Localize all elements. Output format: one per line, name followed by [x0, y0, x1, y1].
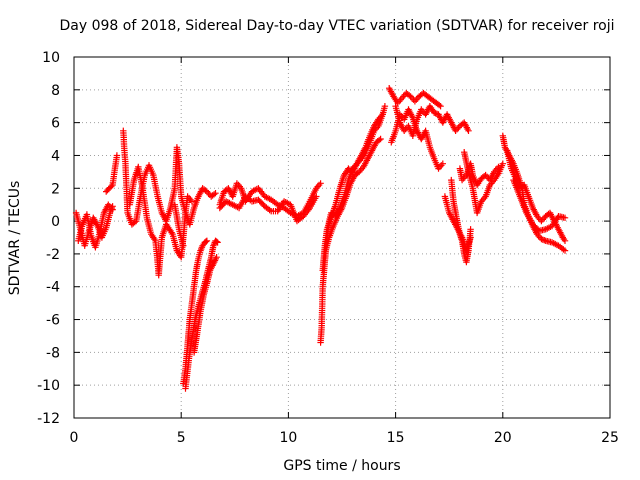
axis-ticks	[73, 56, 611, 419]
data-point	[213, 238, 220, 245]
y-tick-label: -6	[46, 313, 60, 329]
data-point	[214, 239, 221, 246]
data-point	[188, 198, 196, 205]
data-point	[436, 101, 443, 109]
data-point	[203, 237, 211, 244]
data-point	[439, 160, 446, 167]
data-point	[437, 103, 444, 110]
x-tick-label: 15	[387, 430, 405, 446]
plot-frame	[73, 56, 611, 419]
y-tick-label: -10	[37, 378, 60, 394]
y-tick-label: 0	[51, 214, 60, 230]
x-tick-label: 5	[177, 430, 186, 446]
data-point	[113, 152, 121, 159]
x-tick-label: 10	[279, 430, 297, 446]
data-point	[108, 183, 115, 190]
data-point	[202, 238, 210, 245]
data-point	[313, 193, 320, 200]
data-point	[354, 169, 361, 177]
data-point	[109, 206, 116, 213]
data-point	[210, 191, 218, 198]
data-point	[379, 111, 386, 118]
y-tick-label: -4	[46, 280, 60, 296]
x-tick-label: 20	[494, 430, 512, 446]
data-point	[381, 103, 389, 110]
x-tick-label: 25	[601, 430, 619, 446]
data-point	[499, 160, 506, 167]
y-tick-label: 2	[51, 181, 60, 197]
x-axis-label: GPS time / hours	[283, 458, 400, 474]
data-point	[561, 237, 569, 244]
data-point	[317, 180, 324, 187]
y-axis-label: SDTVAR / TECUs	[7, 181, 23, 296]
y-tick-label: 4	[51, 148, 60, 164]
data-point	[180, 242, 187, 249]
x-tick-label: 0	[70, 430, 79, 446]
y-tick-label: 10	[42, 50, 60, 66]
data-point	[376, 136, 383, 144]
y-tick-label: -8	[46, 345, 60, 361]
y-tick-label: 8	[51, 83, 60, 99]
data-point	[377, 135, 384, 143]
data-point	[212, 190, 219, 197]
data-point	[213, 254, 220, 261]
chart-title: Day 098 of 2018, Sidereal Day-to-day VTE…	[59, 18, 614, 34]
data-point	[465, 127, 472, 134]
y-tick-label: 6	[51, 116, 60, 132]
y-tick-label: -2	[46, 247, 60, 263]
data-point	[561, 247, 569, 254]
y-tick-label: -12	[37, 411, 60, 427]
data-point	[467, 234, 474, 241]
data-point	[561, 214, 569, 221]
data-points	[72, 85, 569, 392]
tick-labels: 0 5 10 15 20 25 -12 -10 -8 -6 -4 -2 0 2 4 6 8 10	[37, 50, 619, 446]
data-point	[411, 98, 419, 105]
data-point	[467, 226, 474, 233]
